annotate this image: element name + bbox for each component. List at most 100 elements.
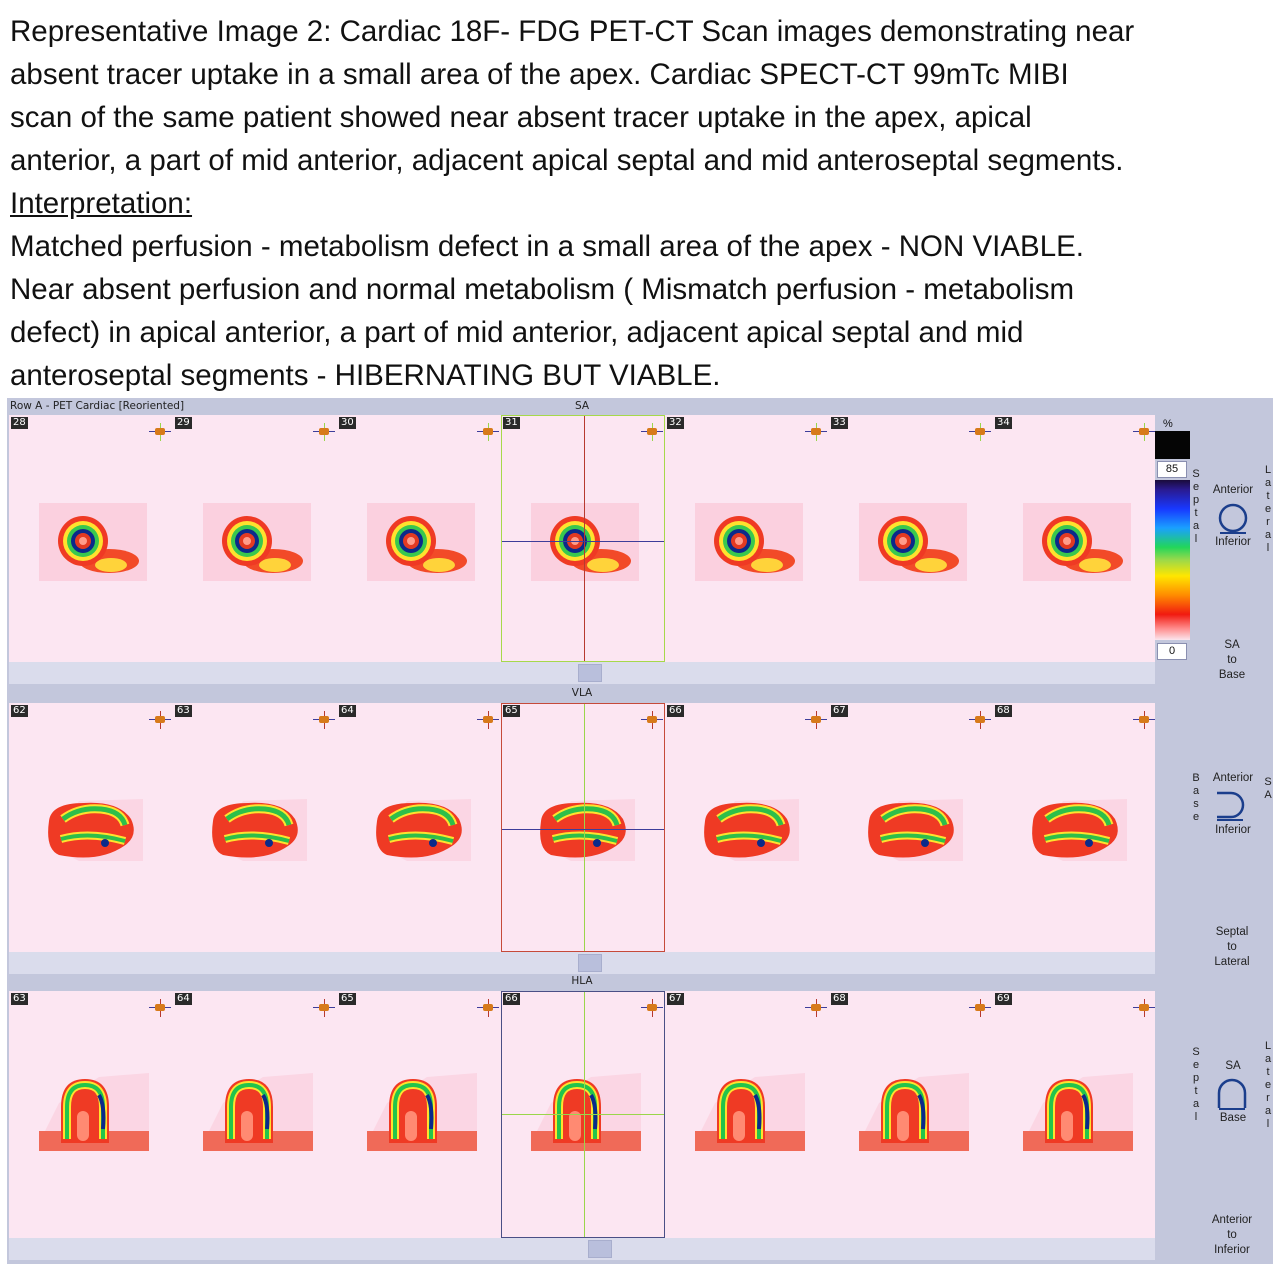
vla-slice-cell[interactable]: 62	[9, 703, 173, 952]
hla-slice-cell[interactable]: 69	[993, 991, 1157, 1238]
slice-locator-icon	[313, 999, 335, 1019]
vla-slice-cell[interactable]: 68	[993, 703, 1157, 952]
sa-slice-cell[interactable]: 28	[9, 415, 173, 662]
slice-locator-icon	[477, 999, 499, 1019]
slice-locator-icon	[1133, 423, 1155, 443]
slice-number: 64	[339, 705, 356, 717]
slice-number: 28	[11, 417, 28, 429]
plane-title-hla: HLA	[571, 975, 593, 987]
orientation-letter: r	[1266, 516, 1270, 528]
slice-locator-icon	[313, 711, 335, 731]
vla-scroll-thumb[interactable]	[578, 954, 602, 972]
sa-slice-cell[interactable]: 30	[337, 415, 501, 662]
orientation-letter: p	[1192, 494, 1200, 506]
hla-slice-cell[interactable]: 65	[337, 991, 501, 1238]
vla-slice-scrollbar[interactable]	[9, 952, 1155, 974]
orientation-letter: e	[1192, 811, 1200, 823]
slice-locator-icon	[1133, 999, 1155, 1019]
interpretation-line: Near absent perfusion and normal metabol…	[10, 273, 1075, 306]
slice-locator-icon	[805, 711, 827, 731]
vla-scan-image	[39, 791, 149, 869]
orientation-letter: a	[1192, 520, 1200, 532]
caption-line: scan of the same patient showed near abs…	[10, 101, 1032, 134]
sa-to-base-button[interactable]: SA to Base	[1197, 638, 1267, 683]
vla-slice-panel[interactable]: 62 63 64 65 66 67 68	[9, 703, 1155, 952]
slice-number: 32	[667, 417, 684, 429]
orientation-letter: e	[1192, 1059, 1200, 1071]
color-scale-bar[interactable]	[1155, 480, 1190, 640]
orientation-letter: S	[1264, 776, 1272, 788]
vla-slice-cell[interactable]: 64	[337, 703, 501, 952]
control-word: to	[1227, 941, 1237, 953]
orientation-letter: l	[1266, 1118, 1270, 1130]
control-word: to	[1227, 1229, 1237, 1241]
slice-locator-icon	[477, 711, 499, 731]
hla-sa-label: SA	[1225, 1060, 1241, 1072]
sa-scan-image	[39, 503, 149, 581]
slice-number: 66	[667, 705, 684, 717]
selected-slice-frame	[501, 415, 665, 662]
vla-slice-cell[interactable]: 67	[829, 703, 993, 952]
orientation-letter: a	[1192, 1098, 1200, 1110]
slice-number: 29	[175, 417, 192, 429]
hla-scroll-thumb[interactable]	[588, 1240, 612, 1258]
hla-slice-scrollbar[interactable]	[9, 1238, 1155, 1260]
colorbar-max-field[interactable]: 85	[1157, 461, 1187, 478]
sa-anterior-label: Anterior	[1212, 484, 1254, 496]
colorbar-unit: %	[1163, 418, 1173, 430]
horizontal-cursor-line[interactable]	[502, 829, 664, 830]
vla-slice-cell[interactable]: 63	[173, 703, 337, 952]
plane-title-sa: SA	[574, 400, 590, 412]
hla-base-label: Base	[1219, 1112, 1247, 1124]
orientation-letter: B	[1192, 772, 1200, 784]
sa-slice-cell[interactable]: 33	[829, 415, 993, 662]
colorbar-top-swatch	[1155, 431, 1190, 459]
orientation-letter: S	[1192, 468, 1200, 480]
hla-scan-image	[203, 1073, 313, 1151]
slice-number: 65	[503, 705, 520, 717]
sa-slice-cell[interactable]: 31	[501, 415, 665, 662]
slice-locator-icon	[313, 423, 335, 443]
septal-to-lateral-button[interactable]: Septal to Lateral	[1197, 925, 1267, 970]
sa-slice-panel[interactable]: 28 29 30 31 32 33 34	[9, 415, 1155, 662]
hla-slice-cell[interactable]: 67	[665, 991, 829, 1238]
slice-locator-icon	[969, 999, 991, 1019]
sa-slice-cell[interactable]: 34	[993, 415, 1157, 662]
hla-slice-cell[interactable]: 63	[9, 991, 173, 1238]
horizontal-cursor-line[interactable]	[502, 1114, 664, 1115]
slice-number: 33	[831, 417, 848, 429]
hla-scan-image	[1023, 1073, 1133, 1151]
caption-line: absent tracer uptake in a small area of …	[10, 58, 1069, 91]
slice-number: 34	[995, 417, 1012, 429]
hla-slice-cell[interactable]: 68	[829, 991, 993, 1238]
hla-slice-cell[interactable]: 64	[173, 991, 337, 1238]
control-word: to	[1227, 654, 1237, 666]
interpretation-heading: Interpretation:	[10, 187, 193, 220]
orientation-letter: l	[1266, 542, 1270, 554]
orientation-letter: e	[1264, 1079, 1272, 1091]
slice-number: 68	[831, 993, 848, 1005]
hla-scan-image	[367, 1073, 477, 1151]
slice-number: 63	[175, 705, 192, 717]
hla-slice-panel[interactable]: 63 64 65 66 67 68 69	[9, 991, 1155, 1238]
sa-slice-cell[interactable]: 29	[173, 415, 337, 662]
selected-slice-frame	[501, 703, 665, 952]
sa-slice-cell[interactable]: 32	[665, 415, 829, 662]
sa-scan-image	[695, 503, 805, 581]
colorbar-min-field[interactable]: 0	[1157, 643, 1187, 660]
vla-slice-cell[interactable]: 65	[501, 703, 665, 952]
orientation-letter: s	[1193, 798, 1199, 810]
anterior-to-inferior-button[interactable]: Anterior to Inferior	[1197, 1213, 1267, 1258]
sa-slice-scrollbar[interactable]	[9, 662, 1155, 684]
hla-scan-image	[859, 1073, 969, 1151]
sa-scroll-thumb[interactable]	[578, 664, 602, 682]
vertical-cursor-line[interactable]	[584, 416, 585, 661]
sa-scan-image	[859, 503, 969, 581]
vla-slice-cell[interactable]: 66	[665, 703, 829, 952]
vertical-cursor-line[interactable]	[584, 704, 585, 951]
hla-slice-cell[interactable]: 66	[501, 991, 665, 1238]
horizontal-cursor-line[interactable]	[502, 541, 664, 542]
